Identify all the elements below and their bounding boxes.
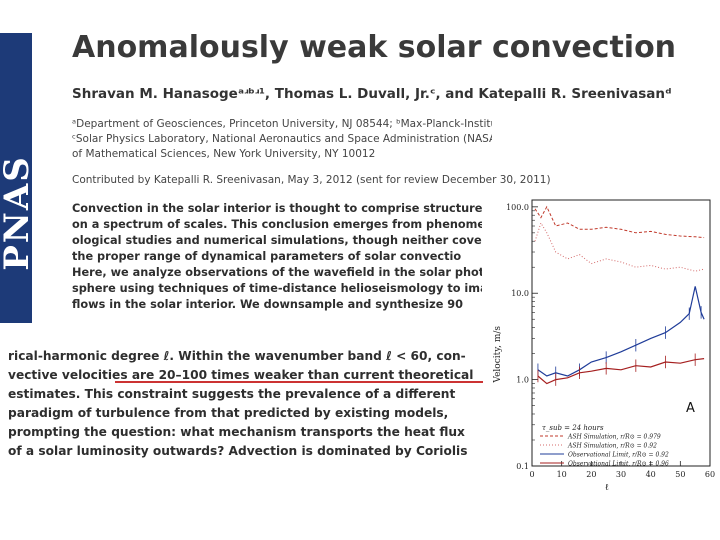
x-tick-label: 20	[586, 470, 596, 479]
legend-entry: ASH Simulation, r/R⊙ = 0.979	[567, 434, 661, 441]
y-tick-label: 0.1	[516, 462, 529, 471]
abstract-line: prompting the question: what mechanism t…	[8, 425, 465, 439]
highlight-underline	[115, 381, 483, 383]
x-tick-label: 0	[529, 470, 534, 479]
legend-title: τ_sub = 24 hours	[542, 424, 604, 432]
series-line-3	[537, 286, 705, 377]
abstract-line: rical-harmonic degree ℓ. Within the wave…	[8, 349, 466, 363]
y-tick-label: 1.0	[516, 376, 529, 385]
abstract-line: Here, we analyze observations of the wav…	[72, 266, 482, 279]
affiliation-line: of Mathematical Sciences, New York Unive…	[72, 148, 376, 160]
paper-title: Anomalously weak solar convection	[72, 30, 677, 65]
abstract-line: sphere using techniques of time-distance…	[72, 282, 482, 295]
abstract-line: Convection in the solar interior is thou…	[72, 202, 482, 215]
y-axis-label: Velocity, m/s	[493, 326, 503, 384]
x-tick-label: 50	[675, 470, 685, 479]
journal-logo: PNAS	[0, 155, 37, 271]
abstract-line: the proper range of dynamical parameters…	[72, 250, 462, 263]
x-tick-label: 60	[705, 470, 715, 479]
x-tick-label: 10	[557, 470, 567, 479]
y-tick-label: 10.0	[511, 289, 529, 298]
legend-entry: Observational Limit, r/R⊙ = 0.96	[568, 461, 669, 468]
legend-entry: ASH Simulation, r/R⊙ = 0.92	[567, 443, 657, 450]
affiliation-line: ᵃDepartment of Geosciences, Princeton Un…	[72, 118, 492, 130]
contributed-line: Contributed by Katepalli R. Sreenivasan,…	[72, 174, 551, 186]
velocity-figure: Velocity, m/s ℓ A τ_sub = 24 hours 100.0…	[484, 188, 720, 540]
author-list: Shravan M. Hanasogeᵃʴᵇʴ¹, Thomas L. Duva…	[72, 86, 672, 102]
journal-logo-band: PNAS	[0, 33, 37, 323]
abstract-line: vective velocities are 20–100 times weak…	[8, 368, 474, 382]
abstract-line: of a solar luminosity outwards? Advectio…	[8, 444, 468, 458]
affiliation-line: ᶜSolar Physics Laboratory, National Aero…	[72, 133, 492, 145]
panel-label: A	[686, 401, 695, 416]
abstract-line: ological studies and numerical simulatio…	[72, 234, 482, 247]
chart-background	[484, 188, 720, 540]
x-axis-label: ℓ	[605, 483, 609, 493]
abstract-line: estimates. This constraint suggests the …	[8, 387, 456, 401]
x-tick-label: 40	[646, 470, 656, 479]
legend-entry: Observational Limit, r/R⊙ = 0.92	[568, 452, 669, 459]
abstract-line: on a spectrum of scales. This conclusion…	[72, 218, 482, 231]
y-tick-label: 100.0	[506, 203, 529, 212]
series-line-2	[534, 221, 705, 272]
series-line-4	[537, 358, 705, 385]
abstract-line: flows in the solar interior. We downsamp…	[72, 298, 464, 311]
series-line-1	[534, 205, 705, 239]
x-tick-label: 30	[616, 470, 626, 479]
velocity-chart: Velocity, m/s ℓ A τ_sub = 24 hours 100.0…	[484, 188, 720, 540]
abstract-line: paradigm of turbulence from that predict…	[8, 406, 449, 420]
